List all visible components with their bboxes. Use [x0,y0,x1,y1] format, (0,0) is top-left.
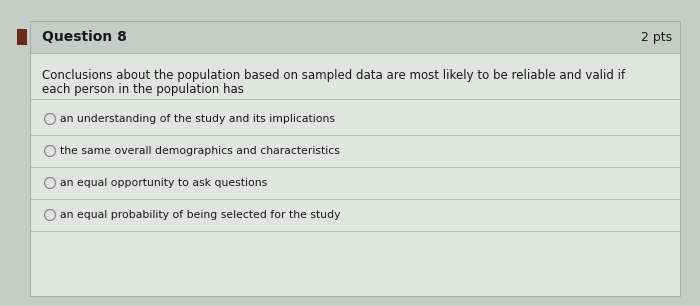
Text: Question 8: Question 8 [42,30,127,44]
Text: 2 pts: 2 pts [641,31,672,43]
Text: an equal opportunity to ask questions: an equal opportunity to ask questions [60,178,267,188]
Text: each person in the population has: each person in the population has [42,83,244,96]
Text: an equal probability of being selected for the study: an equal probability of being selected f… [60,210,340,220]
Text: Conclusions about the population based on sampled data are most likely to be rel: Conclusions about the population based o… [42,69,625,82]
FancyBboxPatch shape [17,29,27,45]
FancyBboxPatch shape [30,21,680,53]
Text: the same overall demographics and characteristics: the same overall demographics and charac… [60,146,340,156]
FancyBboxPatch shape [30,21,680,296]
Text: an understanding of the study and its implications: an understanding of the study and its im… [60,114,335,124]
